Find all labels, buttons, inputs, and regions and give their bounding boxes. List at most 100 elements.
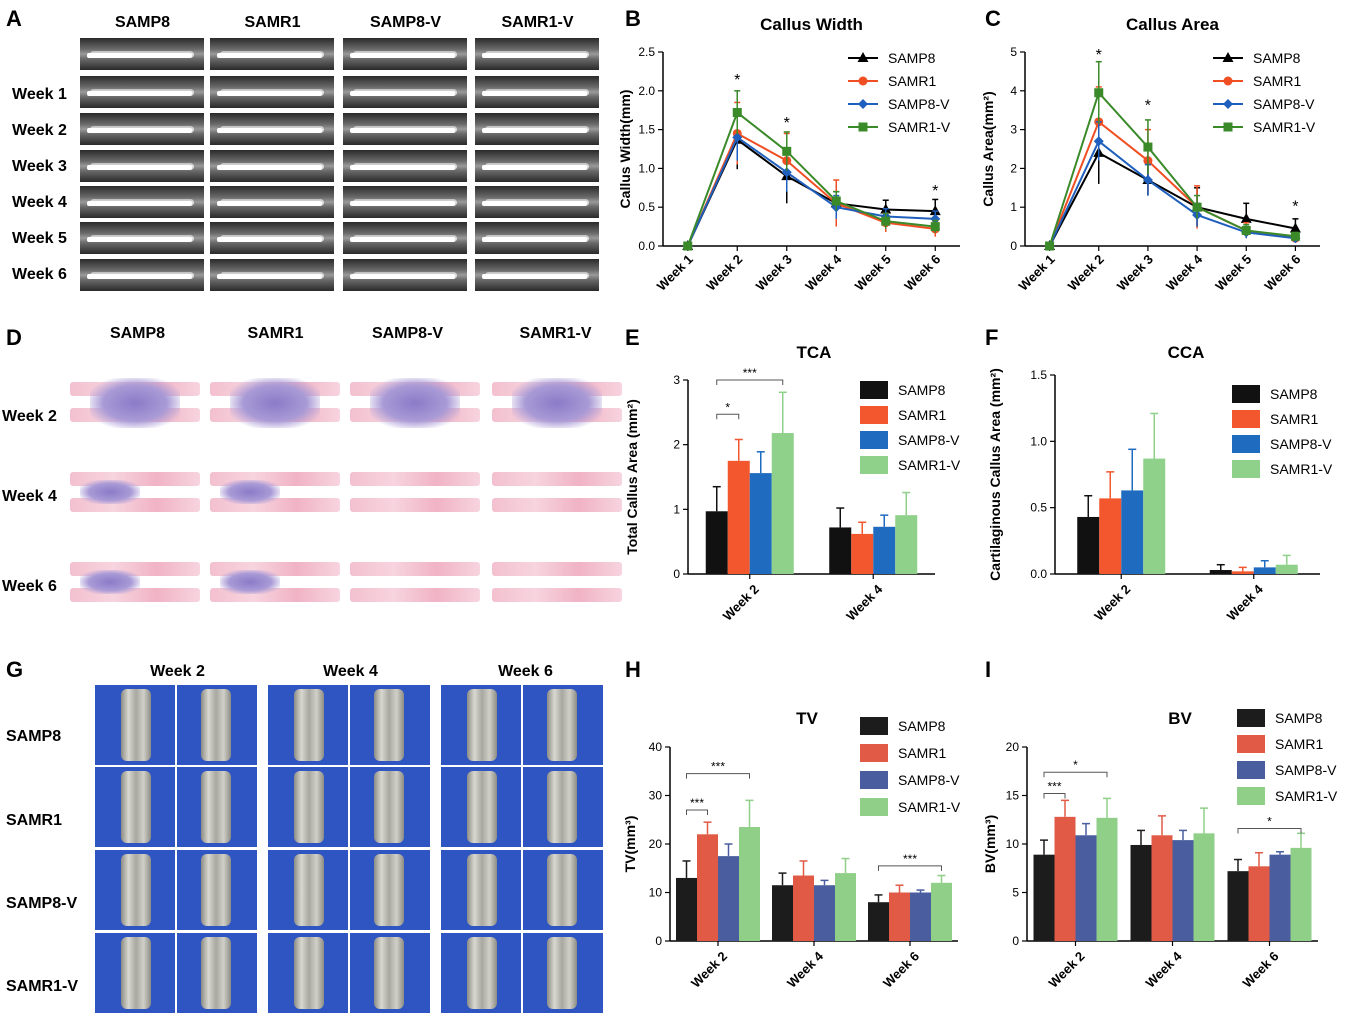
legend-swatch — [1232, 435, 1260, 453]
microct-image — [441, 685, 603, 765]
legend-label: SAMP8-V — [1253, 96, 1315, 112]
histology-image — [492, 458, 622, 530]
legend-label: SAMR1-V — [1275, 788, 1338, 804]
xray-image — [80, 259, 204, 291]
legend-marker — [857, 52, 869, 62]
bar — [1077, 516, 1100, 574]
bar — [1172, 840, 1194, 941]
xray-image — [343, 259, 467, 291]
legend-label: SAMP8 — [1270, 386, 1318, 402]
xray-image — [343, 113, 467, 145]
significance-star: * — [932, 183, 938, 200]
y-tick-label: 1.0 — [1030, 434, 1047, 448]
legend-label: SAMR1 — [1253, 73, 1301, 89]
bar — [1143, 458, 1166, 574]
histo-row-label: Week 2 — [2, 408, 57, 425]
significance-label: * — [1073, 758, 1078, 772]
legend-label: SAMP8-V — [888, 96, 950, 112]
data-point — [930, 213, 941, 224]
histology-image — [70, 548, 200, 620]
data-point — [930, 222, 940, 232]
xray-image — [475, 186, 599, 218]
y-axis-label: Callus Area(mm²) — [980, 91, 996, 206]
bar — [718, 856, 739, 941]
legend-swatch — [1232, 385, 1260, 403]
bar — [749, 473, 772, 574]
y-tick-label: 15 — [1006, 789, 1020, 803]
data-point — [782, 146, 792, 156]
data-point — [1093, 136, 1104, 147]
histology-image — [210, 548, 340, 620]
bar — [697, 834, 718, 941]
chart-bv: BV BV(mm³) 0 5 10 15 20 Week 2 Week 4 Week 6 SAMP8… — [982, 709, 1338, 991]
series-line — [686, 110, 936, 247]
xray-image — [475, 38, 599, 70]
bar — [1209, 570, 1232, 574]
x-tick-label: Week 4 — [1224, 581, 1267, 624]
histo-col-label: SAMP8-V — [371, 325, 444, 342]
y-axis-label: BV(mm³) — [982, 815, 998, 873]
data-point — [881, 216, 891, 226]
microct-image — [441, 850, 603, 930]
histo-row-label: Week 4 — [2, 488, 57, 505]
legend-swatch — [860, 717, 888, 735]
xray-col-label: SAMR1-V — [501, 14, 574, 31]
x-tick-label: Week 5 — [852, 252, 894, 294]
xray-image — [210, 38, 334, 70]
histology-image — [492, 548, 622, 620]
y-tick-label: 5 — [1010, 45, 1017, 59]
y-tick-label: 4 — [1010, 84, 1017, 98]
bar — [727, 460, 750, 574]
histo-col-label: SAMR1-V — [519, 325, 592, 342]
data-point — [1240, 212, 1252, 223]
panel-label-i: I — [985, 657, 992, 682]
legend-swatch — [1237, 735, 1265, 753]
legend-label: SAMR1-V — [1253, 119, 1316, 135]
x-tick-label: Week 4 — [1142, 948, 1185, 991]
xray-image — [475, 113, 599, 145]
histo-row-label: Week 6 — [2, 578, 57, 595]
bar — [739, 827, 760, 941]
legend-swatch — [1232, 410, 1260, 428]
bar — [1227, 871, 1249, 941]
significance-label: *** — [743, 366, 757, 380]
histology-image — [70, 368, 200, 440]
xray-image — [210, 259, 334, 291]
histology-image — [350, 458, 480, 530]
series-line — [686, 132, 936, 247]
y-tick-label: 10 — [1006, 837, 1020, 851]
microct-image — [268, 933, 430, 1013]
legend-label: SAMP8-V — [898, 432, 960, 448]
y-tick-label: 0 — [655, 934, 662, 948]
bar — [895, 515, 918, 574]
x-tick-label: Week 2 — [1091, 582, 1133, 624]
xray-image — [210, 113, 334, 145]
y-tick-label: 0 — [673, 567, 680, 581]
x-tick-label: Week 6 — [880, 949, 922, 991]
xray-image — [343, 222, 467, 254]
y-tick-label: 40 — [649, 740, 663, 754]
legend-marker — [858, 122, 868, 132]
xray-image — [475, 150, 599, 182]
panel-label-d: D — [6, 325, 22, 350]
microct-image — [268, 685, 430, 765]
xray-image — [80, 38, 204, 70]
legend-swatch — [1237, 787, 1265, 805]
bar — [873, 526, 896, 574]
legend-label: SAMR1 — [898, 745, 946, 761]
xray-panel: SAMP8 SAMR1 SAMP8-V SAMR1-V Week 1 Week … — [0, 0, 610, 300]
legend-marker — [858, 76, 868, 86]
y-tick-label: 0 — [1010, 239, 1017, 253]
significance-bracket — [686, 809, 708, 816]
bar — [1121, 490, 1144, 574]
y-tick-label: 20 — [1006, 740, 1020, 754]
y-tick-label: 20 — [649, 837, 663, 851]
xray-col-label: SAMP8 — [114, 14, 171, 31]
microct-image — [268, 850, 430, 930]
data-point — [1142, 175, 1153, 186]
xray-row-label: Week 6 — [12, 266, 67, 283]
legend-marker — [858, 99, 868, 109]
legend-swatch — [860, 406, 888, 424]
panel-label-f: F — [985, 325, 999, 350]
panel-label-h: H — [625, 657, 641, 682]
